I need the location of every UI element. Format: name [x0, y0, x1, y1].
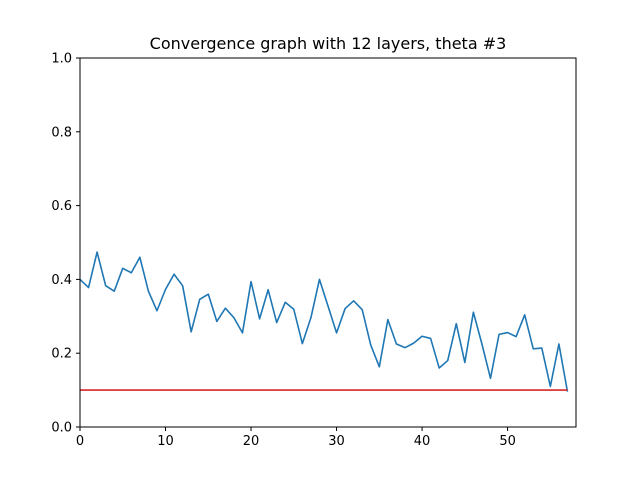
- x-tick-label: 10: [157, 434, 174, 449]
- x-tick-label: 30: [328, 434, 345, 449]
- y-tick-label: 0.8: [51, 125, 72, 140]
- chart-title: Convergence graph with 12 layers, theta …: [150, 34, 507, 53]
- convergence-series-line: [79, 251, 569, 392]
- plot-area: [79, 57, 577, 428]
- y-tick-label: 0.4: [51, 273, 72, 288]
- y-tick-label: 1.0: [51, 52, 72, 67]
- series-layer: [79, 251, 569, 392]
- x-tick-label: 50: [499, 434, 516, 449]
- y-tick-label: 0.0: [51, 421, 72, 436]
- x-tick-label: 20: [243, 434, 260, 449]
- x-axis: 0 10 20 30 40 50: [76, 427, 516, 449]
- y-axis: 0.0 0.2 0.4 0.6 0.8 1.0: [51, 52, 80, 436]
- y-tick-label: 0.2: [51, 347, 72, 362]
- x-tick-label: 0: [76, 434, 84, 449]
- y-tick-label: 0.6: [51, 199, 72, 214]
- x-tick-label: 40: [414, 434, 431, 449]
